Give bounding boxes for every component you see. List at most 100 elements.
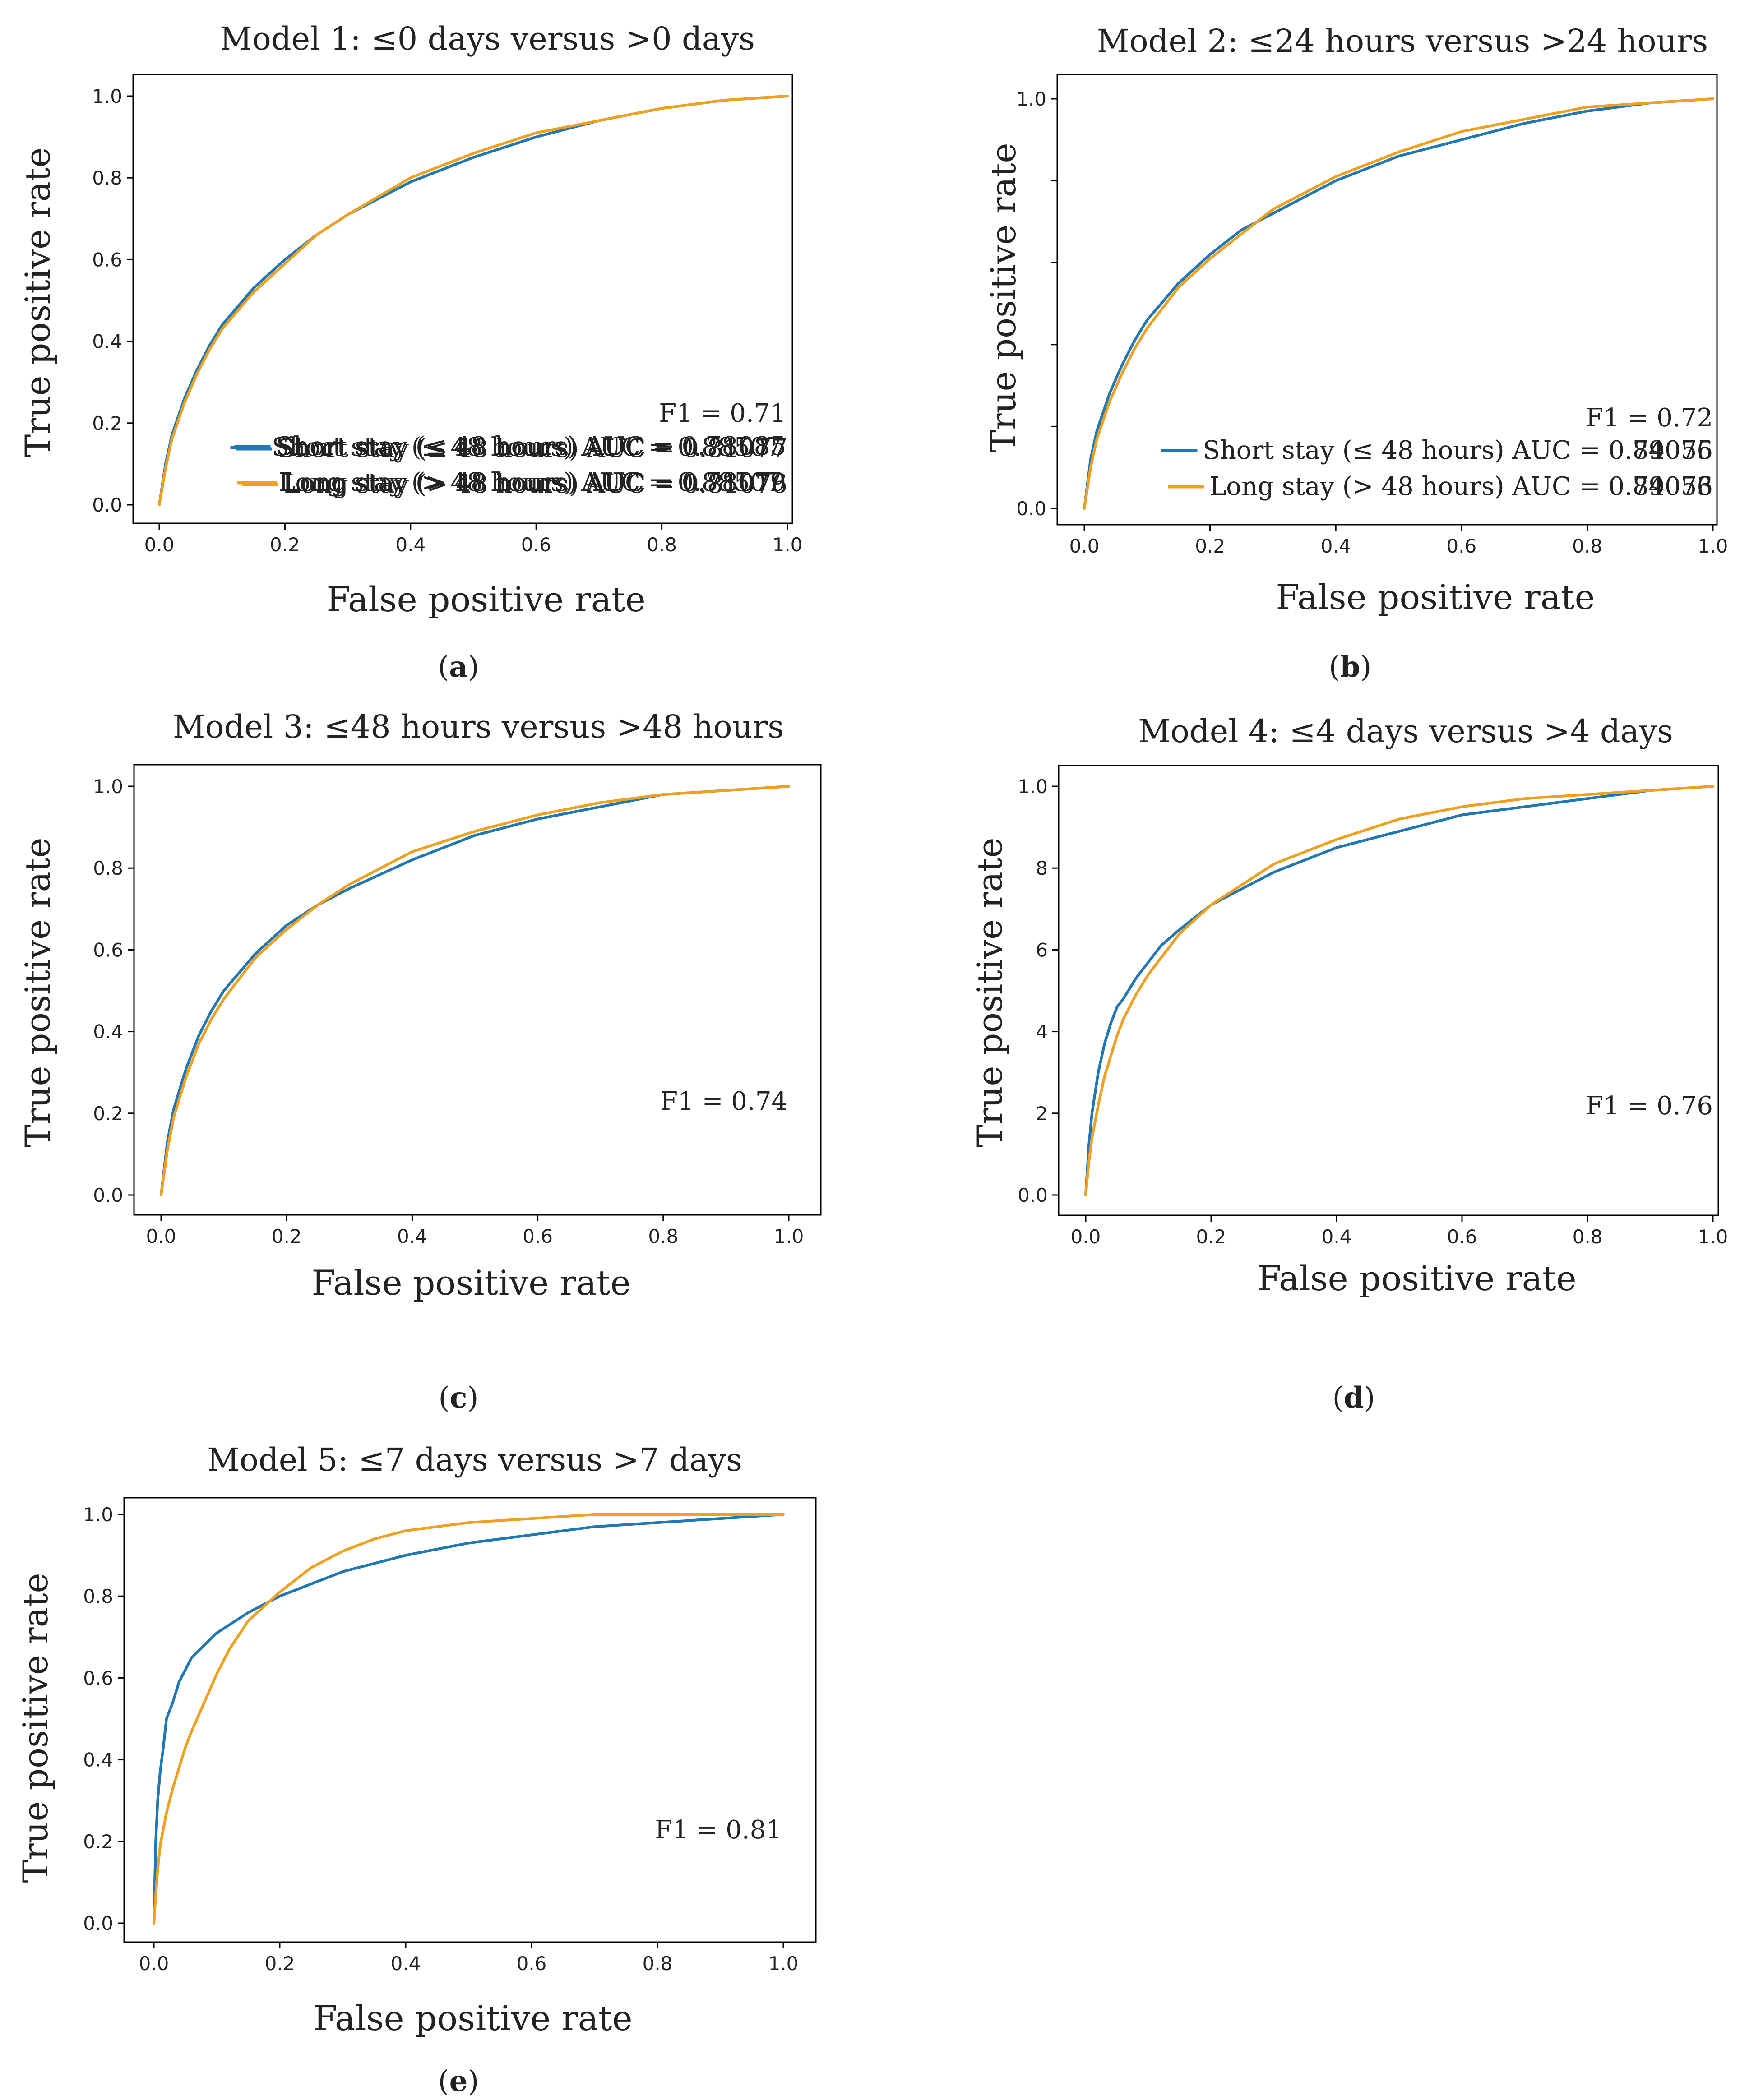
legend-label: Long stay (> 48 hours) AUC = 0.79073 [1209, 472, 1713, 501]
x-tick-label: 0.2 [265, 1952, 295, 1975]
y-tick-label: 0.6 [93, 939, 123, 961]
x-axis-label: False positive rate [311, 1263, 630, 1303]
y-tick-label: 1.0 [83, 1504, 113, 1526]
plot-frame [123, 1497, 817, 1943]
series-line-short-stay [1084, 785, 1714, 1196]
x-tick-label: 0.4 [1321, 535, 1351, 557]
legend-label: Short stay (≤ 48 hours) AUC = 0.88507 [272, 433, 782, 462]
series-line-long-stay [160, 785, 790, 1196]
y-tick-label: 1.0 [93, 775, 123, 798]
y-axis-label: True positive rate [15, 1573, 56, 1883]
y-tick-label: 0.8 [93, 857, 123, 879]
panel-d: 0.0 0.2 0.4 0.6 0.8 1.0 0.0 2 4 6 8 1.0 Model 4: ≤4 … [970, 436, 1728, 1415]
series-line-short-stay [1083, 97, 1714, 510]
x-tick-label: 0.4 [397, 1225, 427, 1247]
legend-label: Short stay (≤ 48 hours) AUC = 0.79075 [1203, 436, 1713, 465]
y-tick-label: 1.0 [1018, 775, 1048, 798]
x-tick-label: 0.6 [1446, 535, 1476, 557]
x-tick-label: 1.0 [774, 1225, 804, 1247]
panel-caption: (c) [439, 1381, 479, 1415]
chart-title: Model 5: ≤7 days versus >7 days [207, 1441, 742, 1478]
series-line-long-stay [158, 95, 789, 506]
x-axis-label: False positive rate [326, 579, 645, 619]
y-axis-label: True positive rate [983, 143, 1023, 453]
y-tick-label: 6 [1036, 939, 1048, 961]
y-tick-label: 1.0 [92, 85, 122, 107]
f1-score: F1 = 0.76 [1586, 1091, 1713, 1121]
y-axis-label: True positive rate [18, 838, 58, 1148]
panel-caption: (b) [1329, 650, 1372, 684]
x-tick-label: 0.6 [523, 1225, 553, 1247]
x-tick-label: 0.2 [270, 534, 300, 556]
x-tick-label: 0.8 [1573, 1226, 1603, 1248]
y-axis-label: True positive rate [18, 148, 58, 457]
panel-caption: (d) [1333, 1381, 1375, 1415]
chart-title: Model 3: ≤48 hours versus >48 hours [173, 708, 784, 745]
y-tick-label: 2 [1036, 1103, 1048, 1125]
y-tick-label: 0.0 [93, 1184, 123, 1206]
f1-score: F1 = 0.74 [660, 1087, 787, 1116]
series-line-long-stay [153, 1513, 785, 1925]
x-tick-label: 1.0 [768, 1952, 799, 1975]
x-tick-label: 0.6 [1447, 1226, 1477, 1248]
x-axis-label: False positive rate [313, 1998, 632, 2038]
x-axis-label: False positive rate [1257, 1258, 1576, 1298]
chart-title: Model 4: ≤4 days versus >4 days [1138, 713, 1673, 750]
x-tick-label: 0.4 [1322, 1226, 1352, 1248]
chart-title: Model 2: ≤24 hours versus >24 hours [1097, 23, 1708, 60]
x-tick-label: 0.4 [391, 1952, 421, 1975]
legend-label: Long stay (> 48 hours) AUC = 0.81076 [284, 470, 787, 499]
x-tick-label: 0.2 [1195, 535, 1225, 557]
y-tick-label: 0.8 [83, 1585, 113, 1607]
x-tick-label: 0.8 [1572, 535, 1602, 557]
x-tick-label: 0.0 [144, 534, 175, 556]
y-tick-label: 0.4 [83, 1749, 113, 1771]
y-tick-label: 0.2 [83, 1831, 113, 1853]
plot-frame [1056, 74, 1718, 526]
chart-title: Model 1: ≤0 days versus >0 days [220, 20, 755, 57]
y-tick-label: 0.4 [93, 1021, 123, 1043]
f1-score: F1 = 0.72 [1586, 403, 1713, 433]
legend-label: Short stay (≤ 48 hours) AUC = 0.84056 [1203, 436, 1713, 465]
x-tick-label: 1.0 [1698, 535, 1728, 557]
series-line-short-stay [153, 1513, 785, 1925]
x-tick-label: 0.8 [647, 534, 677, 556]
x-tick-label: 0.8 [648, 1225, 678, 1247]
legend-label: Short stay (≤ 48 hours) AUC = 0.78085 [276, 432, 787, 461]
legend-label: Long stay (> 48 hours) AUC = 0.84056 [1209, 472, 1713, 501]
plot-frame [1058, 765, 1719, 1216]
x-tick-label: 0.6 [517, 1952, 547, 1975]
y-tick-label: 0.6 [92, 249, 122, 271]
panel-e: 0.0 0.2 0.4 0.6 0.8 1.0 0.0 0.2 0.4 0.6 0.8 1.0 Mode… [15, 433, 817, 2098]
y-tick-label: 1.0 [1016, 88, 1046, 110]
panel-c: 0.0 0.2 0.4 0.6 0.8 1.0 0.0 0.2 0.4 0.6 0.8 1.0 Mode… [18, 434, 822, 1415]
x-tick-label: 0.6 [521, 534, 551, 556]
series-line-short-stay [160, 785, 790, 1196]
y-tick-label: 4 [1036, 1021, 1048, 1043]
y-tick-label: 0.6 [83, 1667, 113, 1689]
legend-label: Long stay (> 48 hours) AUC = 0.88507 [278, 468, 782, 497]
x-tick-label: 0.0 [1071, 1226, 1101, 1248]
legend-label: Short stay (≤ 48 hours) AUC = 0.81077 [278, 434, 788, 463]
legend-label: Long stay (> 48 hours) AUC = 0.78079 [282, 468, 786, 497]
x-tick-label: 0.0 [139, 1952, 169, 1975]
x-tick-label: 0.2 [1196, 1226, 1226, 1248]
y-tick-label: 0.0 [1018, 1184, 1048, 1206]
y-axis-label: True positive rate [970, 838, 1010, 1148]
x-tick-label: 0.4 [395, 534, 426, 556]
f1-score: F1 = 0.71 [659, 399, 786, 428]
panel-a: 0.0 0.2 0.4 0.6 0.8 1.0 0.0 0.2 0.4 0.6 0.8 1.0 Mode… [18, 20, 802, 684]
x-tick-label: 0.0 [146, 1225, 176, 1247]
x-tick-label: 1.0 [773, 534, 803, 556]
y-tick-label: 0.0 [83, 1912, 113, 1934]
y-tick-label: 0.0 [92, 494, 122, 516]
x-tick-label: 0.2 [272, 1225, 302, 1247]
y-tick-label: 0.8 [92, 167, 122, 189]
panel-b: 0.0 0.2 0.4 0.6 0.8 1.0 0.0 1.0 Model 2: ≤24 hou… [983, 23, 1728, 684]
series-line-long-stay [1083, 97, 1714, 510]
y-tick-label: 0.0 [1016, 498, 1046, 520]
x-tick-label: 0.8 [643, 1952, 673, 1975]
x-tick-label: 1.0 [1698, 1226, 1728, 1248]
plot-frame [132, 74, 793, 524]
